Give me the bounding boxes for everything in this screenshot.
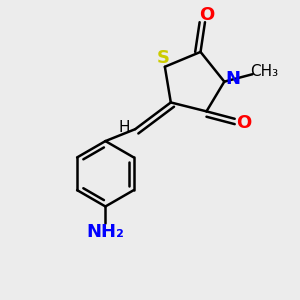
Text: NH₂: NH₂	[86, 223, 124, 241]
Text: S: S	[157, 50, 170, 68]
Text: H: H	[119, 120, 130, 135]
Text: N: N	[225, 70, 240, 88]
Text: CH₃: CH₃	[250, 64, 278, 79]
Text: O: O	[199, 6, 214, 24]
Text: O: O	[237, 114, 252, 132]
